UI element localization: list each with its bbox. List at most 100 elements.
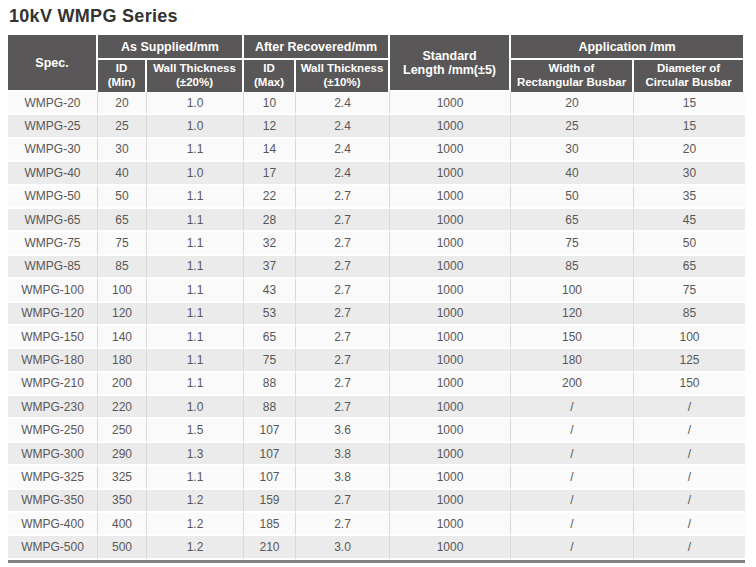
cell-standard-length: 1000 [390,256,511,279]
table-row: WMPG-230 220 1.0 88 2.7 1000 / / [8,396,745,419]
cell-wall-thickness-20: 1.1 [147,326,244,349]
cell-width-rectangular-busbar: 200 [511,373,634,396]
col-group-after-recovered: After Recovered/mm [244,35,390,60]
cell-standard-length: 1000 [390,513,511,536]
cell-id-max: 10 [244,92,296,115]
table-row: WMPG-20 20 1.0 10 2.4 1000 20 15 [8,92,745,115]
cell-id-max: 75 [244,349,296,372]
cell-spec: WMPG-500 [8,536,98,559]
cell-spec: WMPG-150 [8,326,98,349]
cell-wall-thickness-10: 3.6 [296,419,390,442]
cell-id-min: 40 [98,162,147,185]
table-row: WMPG-100 100 1.1 43 2.7 1000 100 75 [8,279,745,302]
cell-id-min: 220 [98,396,147,419]
cell-wall-thickness-10: 2.4 [296,162,390,185]
cell-id-min: 30 [98,139,147,162]
cell-wall-thickness-10: 2.7 [296,513,390,536]
header-row-subcolumns: ID (Min) Wall Thickness (±20%) ID (Max) … [8,60,745,92]
cell-diameter-circular-busbar: 15 [634,115,745,138]
cell-width-rectangular-busbar: / [511,419,634,442]
cell-wall-thickness-20: 1.0 [147,162,244,185]
cell-spec: WMPG-250 [8,419,98,442]
cell-id-max: 65 [244,326,296,349]
cell-id-max: 28 [244,209,296,232]
cell-id-max: 159 [244,490,296,513]
cell-standard-length: 1000 [390,373,511,396]
cell-id-min: 325 [98,466,147,489]
cell-standard-length: 1000 [390,115,511,138]
cell-spec: WMPG-20 [8,92,98,115]
cell-standard-length: 1000 [390,279,511,302]
cell-diameter-circular-busbar: 85 [634,303,745,326]
table-row: WMPG-350 350 1.2 159 2.7 1000 / / [8,490,745,513]
cell-standard-length: 1000 [390,303,511,326]
cell-width-rectangular-busbar: 75 [511,232,634,255]
table-row: WMPG-75 75 1.1 32 2.7 1000 75 50 [8,232,745,255]
cell-diameter-circular-busbar: / [634,419,745,442]
cell-wall-thickness-20: 1.2 [147,490,244,513]
cell-width-rectangular-busbar: 150 [511,326,634,349]
cell-standard-length: 1000 [390,232,511,255]
cell-width-rectangular-busbar: 120 [511,303,634,326]
header-row-groups: Spec. As Supplied/mm After Recovered/mm … [8,35,745,60]
cell-spec: WMPG-300 [8,443,98,466]
cell-wall-thickness-10: 2.7 [296,349,390,372]
cell-width-rectangular-busbar: 20 [511,92,634,115]
cell-id-min: 25 [98,115,147,138]
table-row: WMPG-65 65 1.1 28 2.7 1000 65 45 [8,209,745,232]
cell-id-max: 210 [244,536,296,559]
cell-standard-length: 1000 [390,490,511,513]
cell-wall-thickness-20: 1.0 [147,92,244,115]
cell-standard-length: 1000 [390,349,511,372]
cell-id-min: 100 [98,279,147,302]
cell-id-max: 32 [244,232,296,255]
cell-standard-length: 1000 [390,419,511,442]
cell-id-max: 37 [244,256,296,279]
cell-wall-thickness-20: 1.1 [147,466,244,489]
cell-standard-length: 1000 [390,92,511,115]
cell-diameter-circular-busbar: 150 [634,373,745,396]
cell-wall-thickness-10: 3.8 [296,466,390,489]
cell-id-min: 400 [98,513,147,536]
cell-standard-length: 1000 [390,186,511,209]
cell-spec: WMPG-400 [8,513,98,536]
cell-width-rectangular-busbar: 50 [511,186,634,209]
cell-wall-thickness-20: 1.1 [147,139,244,162]
cell-diameter-circular-busbar: / [634,443,745,466]
cell-diameter-circular-busbar: / [634,396,745,419]
cell-id-min: 85 [98,256,147,279]
cell-id-max: 12 [244,115,296,138]
cell-id-min: 65 [98,209,147,232]
cell-diameter-circular-busbar: 15 [634,92,745,115]
table-row: WMPG-85 85 1.1 37 2.7 1000 85 65 [8,256,745,279]
cell-standard-length: 1000 [390,443,511,466]
spec-table: Spec. As Supplied/mm After Recovered/mm … [8,35,745,563]
cell-wall-thickness-10: 2.7 [296,279,390,302]
col-header-standard-length: Standard Length /mm(±5) [390,35,511,92]
cell-diameter-circular-busbar: 20 [634,139,745,162]
cell-diameter-circular-busbar: / [634,466,745,489]
table-row: WMPG-25 25 1.0 12 2.4 1000 25 15 [8,115,745,138]
cell-wall-thickness-10: 2.7 [296,326,390,349]
cell-spec: WMPG-75 [8,232,98,255]
cell-id-max: 53 [244,303,296,326]
col-group-as-supplied: As Supplied/mm [98,35,244,60]
cell-id-min: 200 [98,373,147,396]
cell-wall-thickness-20: 1.1 [147,209,244,232]
cell-wall-thickness-20: 1.5 [147,419,244,442]
cell-wall-thickness-10: 2.7 [296,256,390,279]
cell-spec: WMPG-230 [8,396,98,419]
cell-wall-thickness-10: 2.4 [296,115,390,138]
table-body: WMPG-20 20 1.0 10 2.4 1000 20 15 WMPG-25… [8,92,745,560]
cell-width-rectangular-busbar: 40 [511,162,634,185]
table-header: Spec. As Supplied/mm After Recovered/mm … [8,35,745,92]
cell-spec: WMPG-210 [8,373,98,396]
col-group-application: Application /mm [511,35,745,60]
cell-width-rectangular-busbar: 30 [511,139,634,162]
table-row: WMPG-250 250 1.5 107 3.6 1000 / / [8,419,745,442]
cell-id-min: 140 [98,326,147,349]
col-header-width-rectangular-busbar: Width of Rectangular Busbar [511,60,634,92]
cell-width-rectangular-busbar: / [511,443,634,466]
cell-id-max: 107 [244,443,296,466]
cell-wall-thickness-20: 1.1 [147,303,244,326]
